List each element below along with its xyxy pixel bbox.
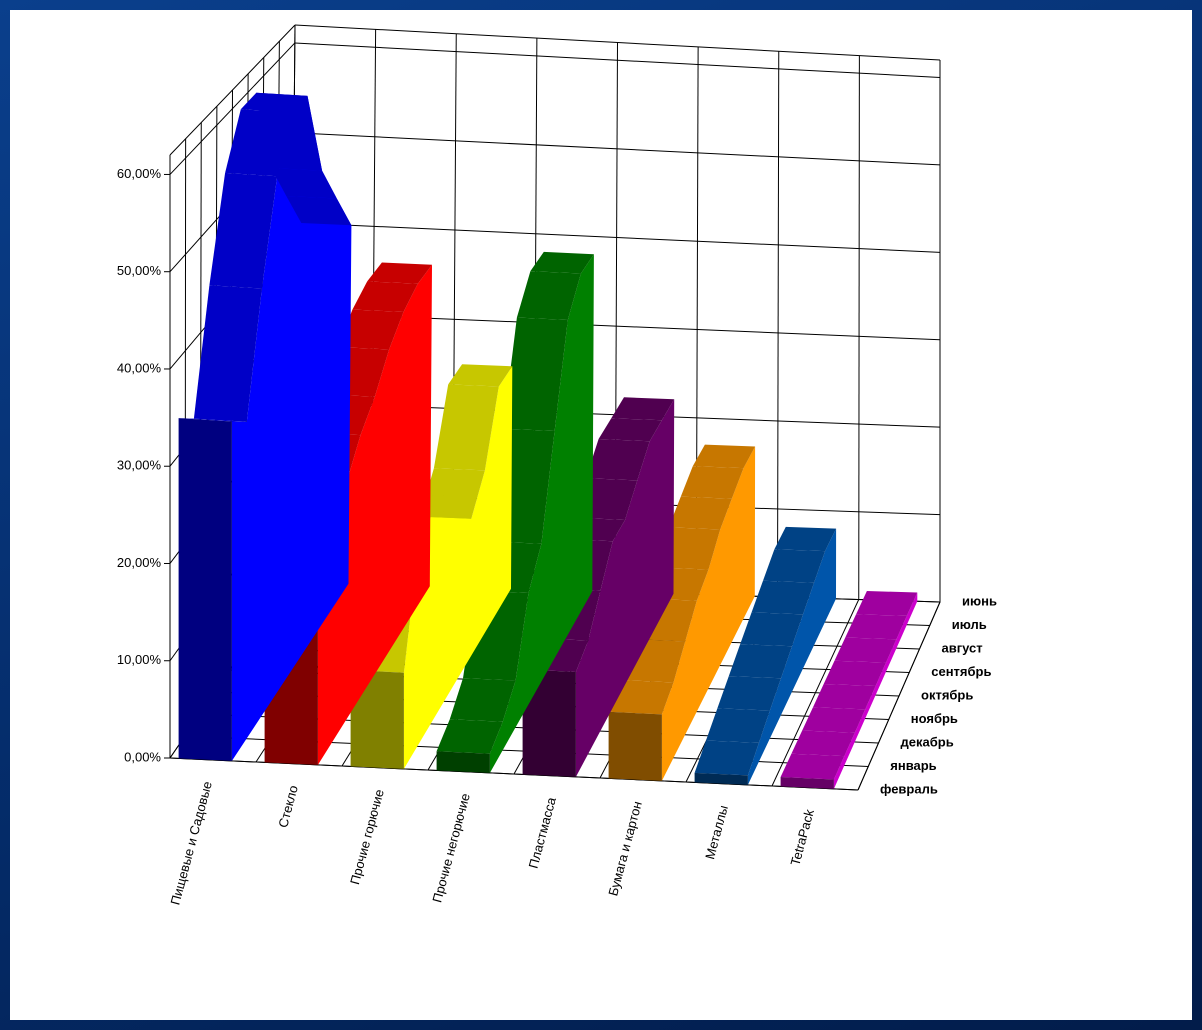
y-tick-label: 60,00% (117, 166, 162, 181)
ribbon-front (522, 669, 576, 777)
ribbon-top (516, 271, 581, 320)
ribbon-top (763, 549, 826, 583)
ribbon-side (575, 399, 675, 777)
depth-label: август (942, 640, 983, 655)
ribbon-top (856, 591, 918, 616)
ribbon-top (791, 730, 855, 757)
ribbon-side (403, 366, 513, 769)
ribbon-top (352, 281, 418, 312)
ribbon-top (774, 526, 837, 552)
ribbon-top (751, 580, 814, 615)
ribbon-top (728, 644, 792, 679)
grid-line (777, 51, 780, 598)
ribbon-top (367, 262, 432, 284)
ribbon-top (530, 251, 594, 274)
ribbon-top (503, 317, 568, 431)
ribbon-top (433, 384, 499, 471)
ribbon-side (833, 592, 918, 789)
ribbon-top (193, 285, 262, 422)
y-tick-label: 20,00% (117, 555, 162, 570)
ribbon-top (209, 172, 278, 289)
ribbon-top (178, 418, 247, 422)
ribbon-top (611, 397, 675, 421)
ribbon-side (231, 95, 352, 761)
ribbon-top (448, 364, 513, 387)
depth-label: ноябрь (911, 711, 958, 726)
ribbon-top (225, 109, 293, 177)
ribbon-top (834, 637, 897, 663)
ribbon-top (694, 740, 759, 776)
ribbon-top (717, 676, 781, 711)
y-tick-label: 0,00% (124, 749, 161, 764)
ribbon-side (747, 528, 837, 785)
depth-label: октябрь (921, 687, 973, 702)
depth-label: февраль (880, 781, 938, 796)
ribbon-front (780, 777, 834, 789)
ribbon-top (813, 684, 876, 710)
ribbon-top (668, 496, 732, 530)
ribbon-top (608, 680, 674, 715)
depth-label: июль (952, 617, 987, 632)
ribbon-top (240, 92, 308, 113)
ribbon-top (692, 444, 756, 469)
depth-label: январь (890, 758, 936, 773)
ribbon-top (337, 309, 404, 350)
ribbon-top (585, 439, 650, 481)
ribbon-top (740, 612, 803, 647)
ribbon-top (780, 753, 845, 780)
ribbon-top (680, 466, 744, 499)
ribbon-side (489, 254, 594, 773)
grid-line (858, 55, 860, 600)
ribbon-front (694, 772, 748, 785)
ribbon-top (271, 168, 337, 199)
depth-label: декабрь (901, 734, 954, 749)
ribbon-top (598, 418, 662, 442)
ribbon-top (436, 719, 503, 754)
ribbon-top (845, 614, 907, 640)
y-tick-label: 10,00% (117, 652, 162, 667)
ribbon-front (608, 711, 662, 781)
ribbon-front (350, 670, 404, 769)
ribbon-side (317, 264, 432, 765)
y-tick-label: 30,00% (117, 458, 162, 473)
ribbon-top (706, 708, 770, 743)
y-tick-label: 40,00% (117, 360, 162, 375)
y-tick-label: 50,00% (117, 263, 162, 278)
depth-label: июнь (962, 593, 997, 608)
ribbon-top (286, 196, 352, 226)
ribbon-top (823, 660, 886, 686)
depth-label: сентябрь (931, 664, 991, 679)
ribbon-side (661, 446, 756, 781)
ribbon-top (802, 707, 866, 733)
ribbon-front (178, 418, 232, 761)
ribbon-front (436, 751, 490, 773)
ribbon-top (449, 678, 516, 722)
